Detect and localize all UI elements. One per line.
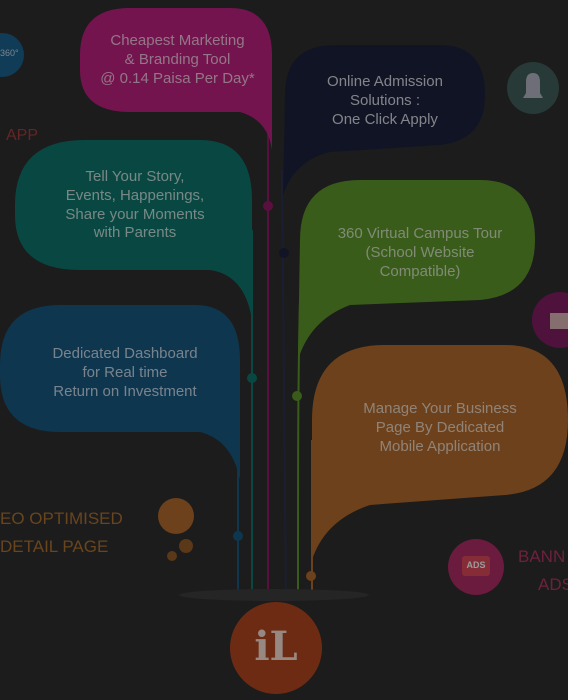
bubble-admission-shape (283, 45, 485, 195)
bubble-marketing-shape (80, 8, 272, 150)
ground-shadow (179, 589, 369, 601)
deco-circle-large (158, 498, 194, 534)
bubble-virtual-shape (298, 180, 535, 360)
ads-badge-text: ADS (466, 560, 486, 570)
gift-icon-glyph (550, 313, 568, 329)
ads-icon-frame (462, 556, 490, 576)
bubble-story-shape (15, 140, 252, 320)
logo-circle (230, 602, 322, 694)
seo-label-line2: DETAIL PAGE (0, 537, 109, 556)
dot-blue (233, 531, 243, 541)
bubble-dashboard-shape (0, 305, 240, 480)
badge-360-circle (0, 33, 24, 77)
banner-label-line2: ADS (538, 575, 568, 594)
bubble-dashboard-text: Dedicated Dashboard for Real time Return… (52, 345, 198, 400)
deco-circle-medium (179, 539, 193, 553)
bubble-business-text: Manage Your Business Page By Dedicated M… (363, 400, 517, 455)
bubble-story-text: Tell Your Story, Events, Happenings, Sha… (65, 168, 205, 242)
app-label: APP (6, 127, 39, 144)
bubble-admission-text: Online Admission Solutions : One Click A… (327, 73, 443, 128)
logo-text: iL (254, 623, 298, 670)
bell-icon-glyph (523, 73, 543, 98)
badge-360-label: 360° (0, 48, 19, 58)
dot-green (292, 391, 302, 401)
dot-navy (279, 248, 289, 258)
bubble-marketing-text: Cheapest Marketing & Branding Tool @ 0.1… (100, 32, 255, 87)
bubble-virtual-text: 360 Virtual Campus Tour (School Website … (337, 225, 503, 280)
seo-label-line1: EO OPTIMISED (0, 509, 123, 528)
deco-circle-small (167, 551, 177, 561)
dot-teal (247, 373, 257, 383)
bubble-business-shape (312, 345, 568, 560)
dot-orange (306, 571, 316, 581)
stem-navy (281, 169, 287, 601)
dot-magenta (263, 201, 273, 211)
banner-label-line1: BANN (518, 547, 566, 566)
